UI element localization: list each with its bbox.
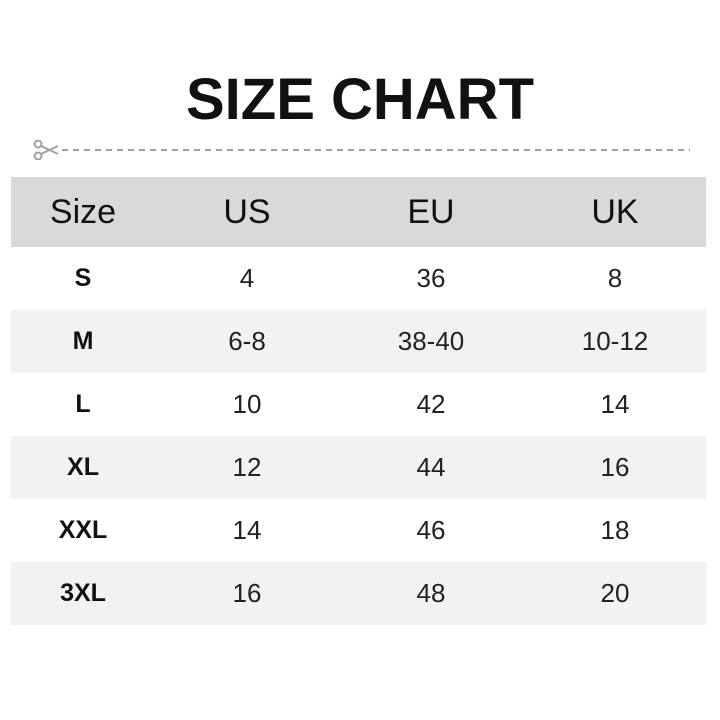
header-eu: EU [407, 192, 455, 231]
cell-size: XXL [58, 516, 108, 544]
table-header: Size US EU UK [11, 177, 706, 247]
cell-us: 4 [239, 263, 255, 293]
cell-uk: 8 [607, 263, 623, 293]
cell-eu: 46 [416, 515, 446, 545]
cell-size: M [72, 327, 94, 355]
cell-uk: 16 [600, 452, 630, 482]
cell-us: 14 [232, 515, 262, 545]
cell-eu: 48 [416, 578, 446, 608]
header-us: US [223, 192, 271, 231]
cell-uk: 14 [600, 389, 630, 419]
cell-uk: 20 [600, 578, 630, 608]
table-row: 3XL 16 48 20 [11, 562, 706, 625]
cell-eu: 36 [416, 263, 446, 293]
cell-us: 6-8 [228, 326, 266, 356]
cell-us: 10 [232, 389, 262, 419]
table-row: L 10 42 14 [11, 373, 706, 436]
cut-line [33, 140, 690, 160]
cell-size: L [75, 390, 91, 418]
cell-size: 3XL [60, 579, 106, 607]
cell-us: 16 [232, 578, 262, 608]
table-row: XXL 14 46 18 [11, 499, 706, 562]
cell-eu: 44 [416, 452, 446, 482]
cell-uk: 18 [600, 515, 630, 545]
cell-eu: 38-40 [397, 326, 465, 356]
cell-eu: 42 [416, 389, 446, 419]
page-title: SIZE CHART [186, 67, 534, 132]
cell-size: S [74, 264, 92, 292]
table-row: M 6-8 38-40 10-12 [11, 310, 706, 373]
header-uk: UK [591, 192, 639, 231]
table-row: XL 12 44 16 [11, 436, 706, 499]
scissors-icon [33, 140, 59, 160]
cell-us: 12 [232, 452, 262, 482]
header-size: Size [49, 192, 117, 231]
size-table: Size US EU UK S 4 36 8 M 6-8 38-40 10-12 L 10 42 14… [11, 177, 706, 625]
cell-size: XL [67, 453, 99, 481]
table-row: S 4 36 8 [11, 247, 706, 310]
cell-uk: 10-12 [581, 326, 649, 356]
